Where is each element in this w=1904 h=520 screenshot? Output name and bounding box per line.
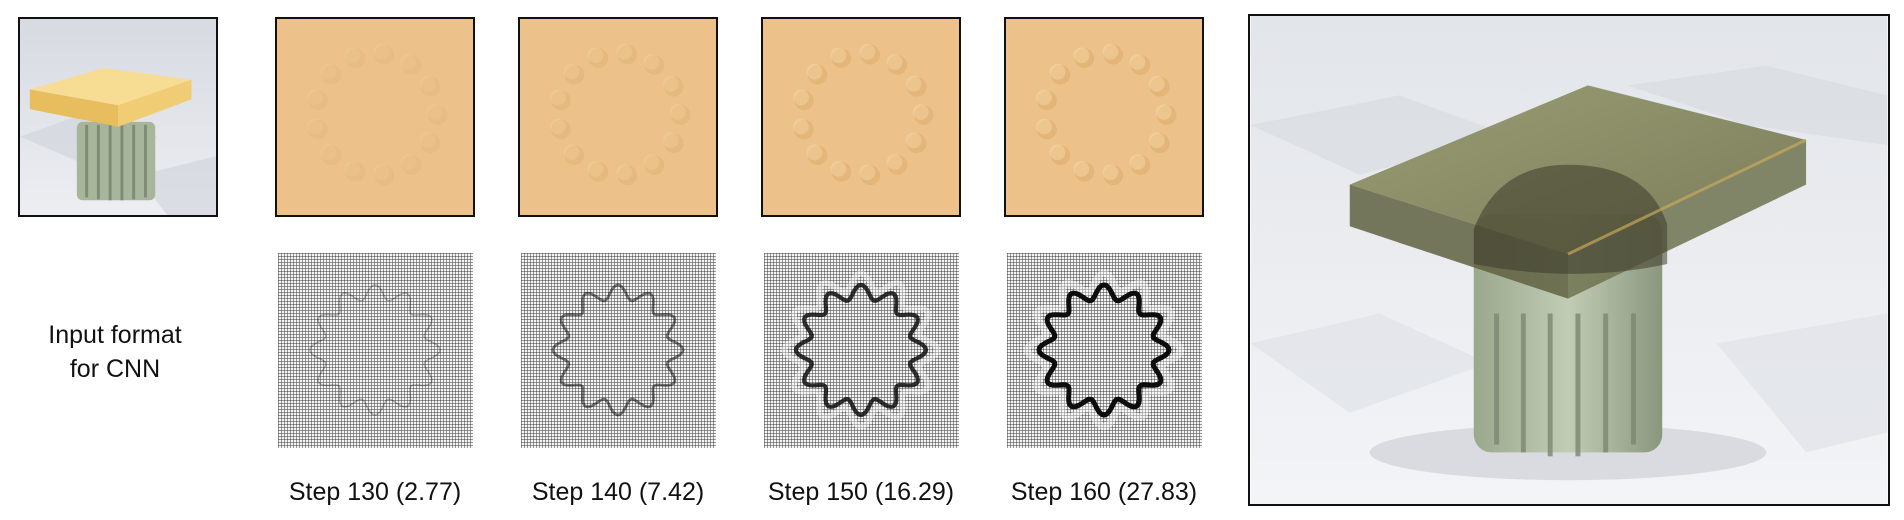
heightmap-panel: [761, 17, 961, 217]
step-label: Step 140 (7.42): [531, 478, 705, 506]
cnn-input-image: [521, 253, 716, 448]
cnn-input-panel: [1007, 253, 1202, 448]
final-render-image: [1250, 16, 1888, 504]
step-label: Step 150 (16.29): [767, 478, 955, 506]
heightmap-image: [277, 19, 473, 215]
heightmap-panel: [275, 17, 475, 217]
cnn-input-image: [278, 253, 473, 448]
reference-render-image: [20, 19, 216, 215]
heightmap-image: [763, 19, 959, 215]
cnn-input-image: [764, 253, 959, 448]
heightmap-panel: [1004, 17, 1204, 217]
input-format-label: Input format for CNN: [48, 321, 182, 383]
cnn-input-panel: [764, 253, 959, 448]
reference-render: [18, 17, 218, 217]
final-render: [1248, 14, 1890, 506]
cnn-input-panel: [278, 253, 473, 448]
step-label: Step 130 (2.77): [288, 478, 462, 506]
heightmap-image: [520, 19, 716, 215]
cnn-input-image: [1007, 253, 1202, 448]
heightmap-panel: [518, 17, 718, 217]
cnn-input-panel: [521, 253, 716, 448]
heightmap-image: [1006, 19, 1202, 215]
step-label: Step 160 (27.83): [1010, 478, 1198, 506]
